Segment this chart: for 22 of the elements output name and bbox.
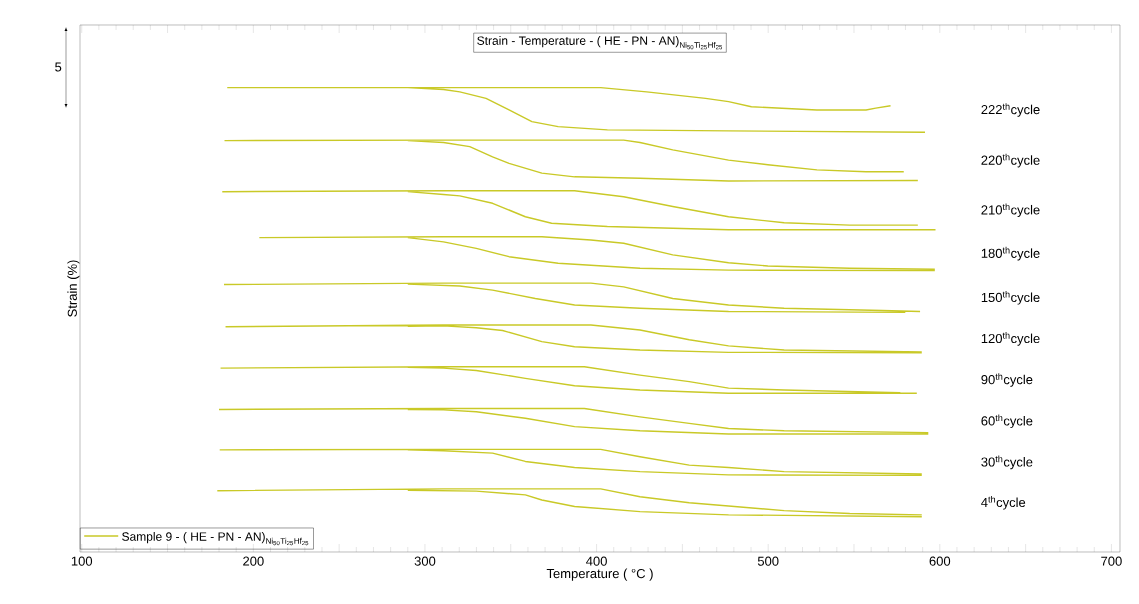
y-axis-title: Strain (%) [67,260,80,317]
x-tick-label: 300 [414,556,436,566]
text: 60$^{th}$cycle [981,414,1033,429]
x-tick-label: 700 [1101,556,1122,566]
text: 120$^{th}$cycle [981,332,1040,346]
text: 220$^{th}$cycle [981,153,1040,168]
text: 150$^{th}$cycle [981,290,1040,305]
text: 4$^{th}$cycle [981,495,1026,510]
x-tick-label: 200 [243,556,264,566]
x-tick-label: 600 [929,556,951,566]
text: 222$^{th}$cycle [981,103,1040,117]
chart-title: $\text{Strain - Temperature - ( HE - PN - AN)}_{\text{Ni}_{\text{50}}\text{Ti}_{\text{25}}\text{Hf}_{\text{25}}}$ [477,36,723,50]
annotation: $\text{Sample 9 - ( HE - PN - AN)}_{\text{Ni}_{\text{50}}\text{Ti}_{\text{25}}\text{Hf}_{\text{25}}}$ [122,531,309,546]
x-axis-title: Temperature ( °C ) [546,568,653,581]
x-tick-label: 500 [757,556,779,566]
text: 210$^{th}$cycle [981,203,1040,218]
text: 90$^{th}$cycle [981,373,1033,387]
x-tick-label: 400 [586,556,607,566]
text: 180$^{th}$cycle [981,246,1040,261]
x-tick-label: 100 [71,556,93,566]
text: 5 [55,62,62,72]
text: 30$^{th}$cycle [981,455,1033,470]
